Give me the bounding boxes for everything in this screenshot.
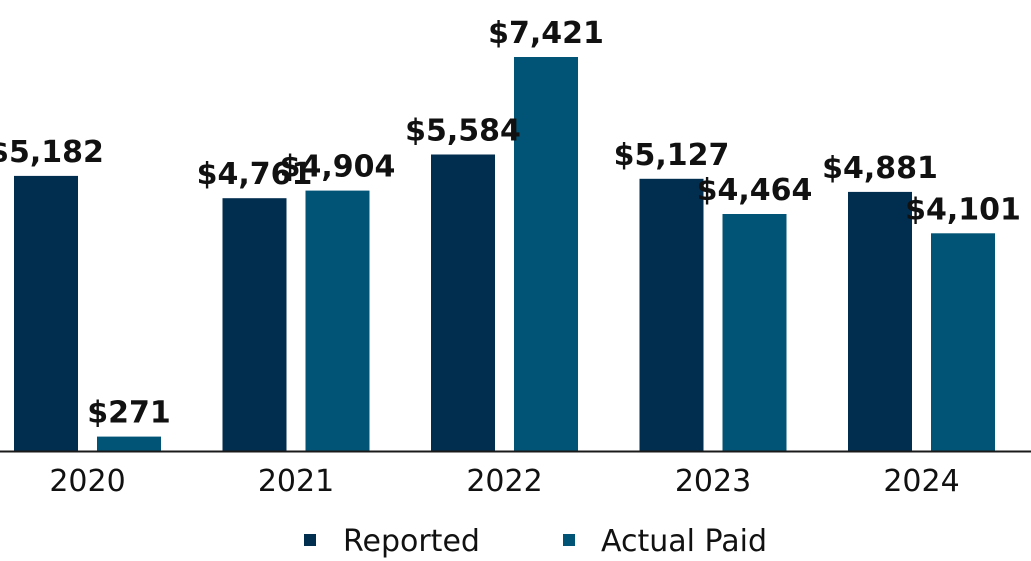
bar-reported-2021 [222, 198, 287, 451]
data-label-reported-2023: $5,127 [614, 138, 730, 173]
bar-actual-paid-2021 [305, 190, 370, 451]
data-label-actual-paid-2023: $4,464 [697, 173, 813, 208]
data-label-reported-2024: $4,881 [822, 151, 938, 186]
x-tick-label-2021: 2021 [258, 464, 334, 499]
bar-reported-2023 [639, 178, 704, 452]
legend-label-reported: Reported [343, 524, 480, 559]
x-tick-label-2020: 2020 [49, 464, 125, 499]
data-label-actual-paid-2021: $4,904 [280, 150, 396, 185]
data-label-actual-paid-2020: $271 [87, 396, 171, 431]
bar-reported-2020 [14, 175, 78, 451]
data-label-reported-2020: $5,182 [0, 135, 104, 170]
bar-reported-2022 [431, 154, 495, 451]
x-tick-labels: 2020 2021 2022 2023 2024 [49, 464, 959, 499]
legend-label-actual-paid: Actual Paid [601, 524, 767, 559]
value-labels-layer: $5,182 $271 $4,761$4,904 $5,584 $7,421 $5,127… [0, 16, 1021, 431]
legend-swatch-actual-paid [563, 534, 575, 546]
bar-reported-2024 [848, 191, 912, 451]
bar-actual-paid-2022 [514, 57, 578, 451]
legend-item-actual-paid: Actual Paid [563, 524, 767, 559]
bars-layer [14, 57, 995, 452]
legend: Reported Actual Paid [304, 524, 767, 559]
data-label-reported-2021: $4,761 [197, 157, 313, 192]
data-label-actual-paid-2024: $4,101 [905, 192, 1021, 227]
legend-item-reported: Reported [304, 524, 480, 559]
x-tick-label-2024: 2024 [883, 464, 959, 499]
x-tick-label-2022: 2022 [466, 464, 542, 499]
x-tick-label-2023: 2023 [675, 464, 751, 499]
bar-actual-paid-2023 [722, 214, 787, 451]
legend-swatch-reported [304, 534, 316, 546]
bar-actual-paid-2024 [931, 233, 995, 451]
data-label-reported-2022: $5,584 [405, 114, 521, 149]
data-label-actual-paid-2022: $7,421 [488, 16, 604, 51]
bar-actual-paid-2020 [97, 436, 161, 451]
